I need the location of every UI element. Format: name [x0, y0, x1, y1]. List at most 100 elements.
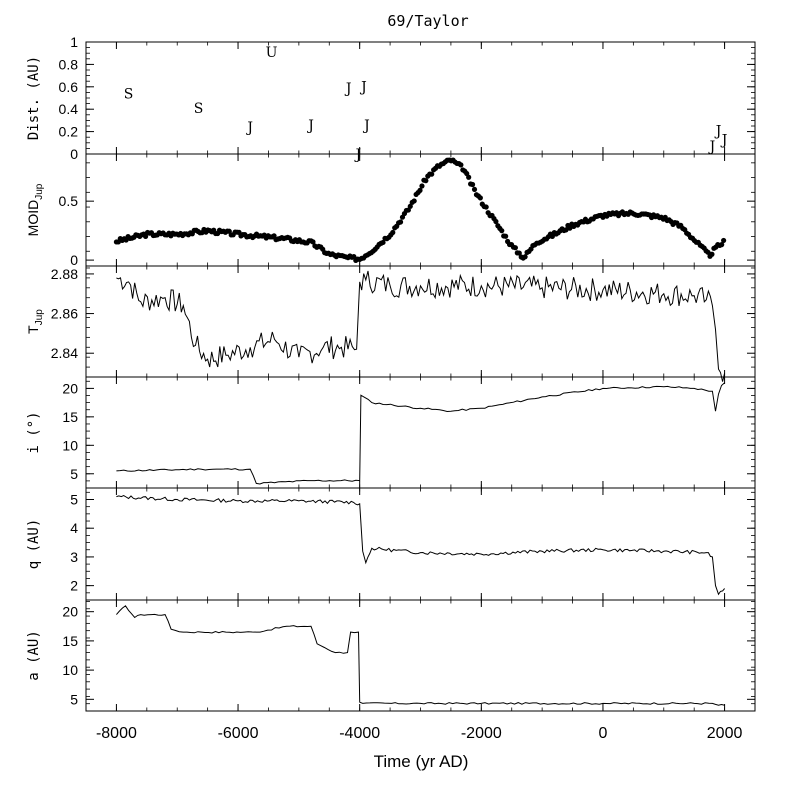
moid-point: [397, 219, 404, 225]
y-tick-label-q: 5: [70, 491, 78, 507]
panel-frame-moid: [85, 153, 756, 267]
series-line-incl: [116, 382, 725, 485]
moid-point: [709, 251, 715, 257]
y-tick-label-q: 3: [70, 549, 78, 565]
moid-point: [471, 186, 478, 193]
moid-point: [563, 227, 569, 233]
y-axis-label-sub-tjup: Jup: [34, 309, 45, 326]
x-tick-label: -2000: [461, 725, 502, 742]
chart-title: 69/Taylor: [387, 12, 468, 30]
moid-point: [483, 204, 489, 210]
y-tick-label-tjup: 2.84: [51, 345, 78, 361]
moid-point: [516, 250, 522, 256]
dist-marker-5: J: [344, 81, 352, 97]
moid-point: [390, 229, 396, 236]
series-line-a: [116, 605, 725, 706]
x-tick-label: -6000: [218, 725, 259, 742]
dist-marker-3: J: [245, 120, 253, 136]
moid-point: [417, 187, 423, 193]
y-axis-label-sub-moid: Jup: [34, 183, 45, 200]
y-tick-label-dist: 0.6: [59, 79, 79, 95]
panel-tjup: 2.84 2.86 2.88 TJup: [25, 265, 756, 382]
panel-frame-a: [85, 599, 756, 712]
dist-marker-6: J: [359, 80, 367, 96]
panel-frame-incl: [85, 376, 756, 489]
dist-marker-10: J: [714, 123, 722, 139]
moid-point: [143, 233, 149, 240]
moid-point: [503, 233, 509, 239]
moid-point: [493, 218, 499, 225]
y-tick-label-dist: 0.8: [59, 56, 79, 72]
dist-marker-1: S: [194, 101, 204, 117]
x-tick-label: -4000: [339, 725, 380, 742]
y-tick-label-q: 2: [70, 578, 78, 594]
x-axis: -8000 -6000 -4000 -2000 0 2000: [96, 725, 743, 742]
panel-incl: 5 10 15 20 i (°): [26, 376, 756, 489]
moid-point: [719, 242, 725, 248]
moid-point: [407, 203, 413, 209]
moid-point: [310, 239, 316, 245]
moid-point: [271, 233, 277, 239]
moid-points: [113, 157, 727, 264]
y-tick-label-a: 20: [62, 604, 78, 620]
series-line-tjup: [116, 270, 726, 382]
panel-q: 2 3 4 5 q (AU): [26, 487, 756, 601]
moid-point: [423, 178, 429, 184]
y-tick-label-incl: 15: [62, 409, 78, 425]
y-tick-label-a: 15: [62, 633, 78, 649]
y-axis-label-main-a: a (AU): [26, 630, 42, 681]
dist-marker-2: U: [266, 45, 278, 61]
y-tick-label-moid: 0: [70, 252, 78, 268]
y-tick-label-dist: 0.4: [59, 101, 79, 117]
y-tick-label-incl: 10: [62, 437, 78, 453]
y-tick-label-q: 4: [70, 520, 78, 536]
y-axis-label-main-moid: MOID: [25, 200, 41, 237]
moid-point: [477, 195, 483, 201]
x-tick-label: -8000: [96, 725, 137, 742]
moid-point: [380, 239, 386, 246]
y-tick-label-dist: 0: [70, 146, 78, 162]
moid-point: [522, 254, 528, 260]
y-axis-label-tjup: TJup: [25, 309, 45, 334]
moid-point: [411, 198, 417, 204]
y-axis-label-q: q (AU): [26, 519, 42, 570]
y-axis-label-main-dist: Dist. (AU): [26, 56, 42, 140]
moid-point: [721, 237, 727, 244]
y-tick-label-tjup: 2.88: [51, 266, 78, 282]
y-axis-label-moid: MOIDJup: [25, 183, 45, 236]
dist-marker-9: J: [708, 139, 716, 155]
panel-moid: 0 0.5 MOIDJup: [25, 153, 756, 268]
y-axis-label-main-tjup: T: [25, 325, 41, 334]
y-axis-label-main-q: q (AU): [26, 519, 42, 570]
moid-point: [512, 245, 518, 251]
panel-frame-q: [85, 487, 756, 601]
y-axis-label-incl: i (°): [26, 411, 42, 453]
y-tick-label-incl: 20: [62, 380, 78, 396]
panel-frame-dist: [85, 41, 756, 155]
y-axis-label-main-incl: i (°): [26, 411, 42, 453]
moid-point: [469, 181, 476, 188]
dist-marker-4: J: [306, 118, 314, 134]
panel-frame-tjup: [85, 265, 756, 378]
dist-marker-0: S: [124, 86, 134, 102]
y-tick-label-dist: 0.2: [59, 124, 79, 140]
moid-point: [549, 233, 555, 240]
moid-point: [429, 171, 435, 177]
y-tick-label-dist: 1: [70, 34, 78, 50]
y-tick-label-incl: 5: [70, 466, 78, 482]
dist-marker-8: J: [354, 147, 362, 163]
moid-point: [466, 174, 472, 180]
moid-point: [705, 249, 711, 255]
y-tick-label-moid: 0.5: [59, 193, 79, 209]
y-tick-label-a: 10: [62, 662, 78, 678]
x-axis-label: Time (yr AD): [374, 752, 469, 771]
moid-point: [419, 183, 425, 189]
moid-point: [499, 228, 505, 234]
x-tick-label: 0: [599, 725, 608, 742]
y-axis-label-dist: Dist. (AU): [26, 56, 42, 140]
dist-marker-11: J: [720, 132, 728, 148]
series-line-q: [116, 495, 725, 596]
